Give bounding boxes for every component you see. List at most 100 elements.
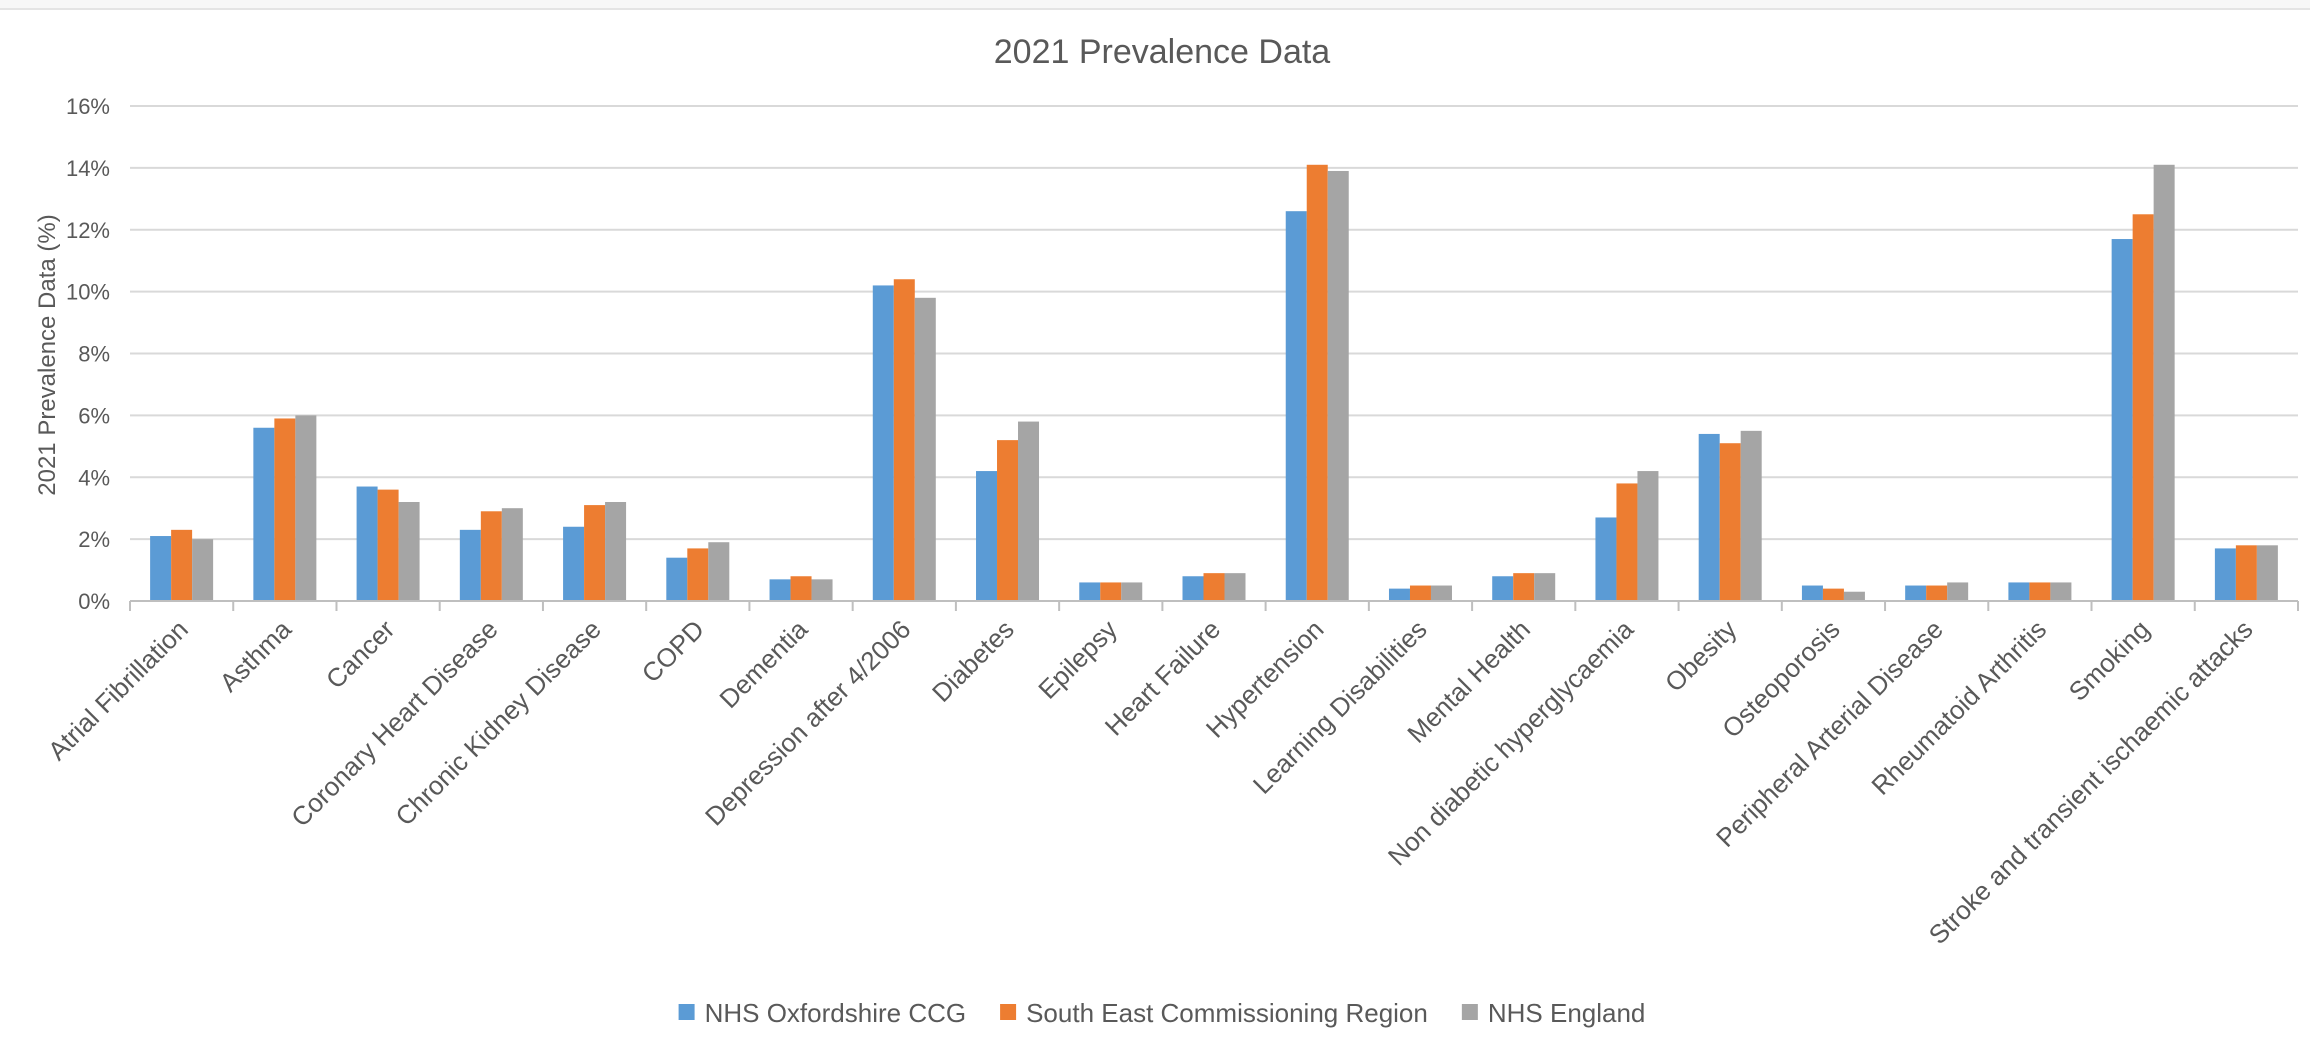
y-tick-label: 8% [78, 342, 110, 367]
bar [2132, 214, 2154, 601]
bar [2235, 545, 2257, 601]
bar [790, 576, 812, 601]
bar [1947, 582, 1969, 601]
bar [1388, 588, 1410, 601]
legend: NHS Oxfordshire CCG South East Commission… [678, 998, 1646, 1028]
window-top-border [0, 0, 2310, 10]
bar [666, 557, 688, 601]
bar [769, 579, 791, 601]
bar [1740, 430, 1762, 601]
x-tick-label: Depression after 4/2006 [699, 614, 916, 831]
x-tick-label: Cancer [320, 614, 401, 695]
bar [687, 548, 709, 601]
legend-swatch [678, 1004, 695, 1020]
y-tick-label: 2% [78, 527, 110, 552]
bar [1595, 517, 1617, 601]
bar [1513, 573, 1535, 601]
legend-swatch [1000, 1004, 1017, 1020]
x-tick-label: Smoking [2063, 614, 2156, 707]
bar [2029, 582, 2051, 601]
bar [1926, 585, 1948, 601]
x-tick-label: Dementia [713, 614, 813, 714]
x-tick-label: Diabetes [926, 614, 1020, 708]
bar [2050, 582, 2072, 601]
x-tick-label: Epilepsy [1032, 614, 1123, 705]
x-axis [129, 600, 2299, 611]
chart-title: 2021 Prevalence Data [994, 33, 1331, 71]
bar [811, 579, 833, 601]
legend-label: NHS Oxfordshire CCG [705, 998, 967, 1028]
bar [480, 511, 502, 601]
bar [192, 539, 214, 601]
x-tick-label: Asthma [214, 614, 298, 698]
bar [893, 279, 915, 601]
bar [1698, 433, 1720, 601]
y-tick-label: 0% [78, 589, 110, 614]
y-tick-label: 14% [66, 156, 110, 181]
x-tick-label: COPD [636, 614, 710, 688]
bar [2153, 164, 2175, 601]
y-tick-label: 4% [78, 465, 110, 490]
bar [1719, 443, 1741, 601]
bar [2256, 545, 2278, 601]
bar [253, 427, 275, 601]
bar [1327, 170, 1349, 601]
bar [1018, 421, 1040, 601]
bar [1285, 211, 1307, 601]
bar [1492, 576, 1514, 601]
gridlines [130, 105, 2298, 541]
bar [150, 536, 172, 601]
legend-swatch [1461, 1004, 1478, 1020]
bar [295, 415, 317, 601]
bar [1637, 471, 1659, 601]
bar [1822, 588, 1844, 601]
y-tick-label: 12% [66, 218, 110, 243]
bar [584, 505, 606, 601]
legend-label: NHS England [1488, 998, 1646, 1028]
bar [1079, 582, 1101, 601]
bars [150, 164, 2278, 601]
bar [1905, 585, 1927, 601]
x-tick-label: Atrial Fibrillation [42, 614, 194, 766]
x-tick-label: Obesity [1659, 614, 1743, 698]
y-axis-ticks: 0% 2% 4% 6% 8% 10% 12% 14% 16% [66, 94, 110, 614]
bar [914, 297, 936, 601]
bar [1534, 573, 1556, 601]
x-tick-label: Coronary Heart Disease [285, 614, 503, 832]
bar [1203, 573, 1225, 601]
bar [1616, 483, 1638, 601]
y-tick-label: 10% [66, 280, 110, 305]
bar [274, 418, 296, 601]
bar [605, 502, 627, 601]
x-tick-label: Learning Disabilities [1247, 614, 1433, 800]
bar [171, 529, 193, 601]
bar [1801, 585, 1823, 601]
bar [2008, 582, 2030, 601]
bar [1430, 585, 1452, 601]
bar [1224, 573, 1246, 601]
bar [356, 486, 378, 601]
legend-label: South East Commissioning Region [1026, 998, 1428, 1028]
bar [1182, 576, 1204, 601]
bar [377, 489, 399, 601]
bar [976, 471, 998, 601]
bar [872, 285, 894, 601]
bar [1100, 582, 1122, 601]
bar [1409, 585, 1431, 601]
bar [398, 502, 420, 601]
y-tick-label: 16% [66, 94, 110, 119]
bar [2111, 239, 2133, 601]
x-axis-labels: Atrial Fibrillation Asthma CancerCoronary … [42, 614, 2259, 950]
bar [1306, 164, 1328, 601]
y-axis-title: 2021 Prevalence Data (%) [34, 214, 61, 495]
bar [997, 440, 1019, 601]
bar [501, 508, 523, 601]
x-tick-label: Rheumatoid Arthritis [1865, 614, 2052, 801]
bar [1843, 591, 1865, 601]
bar [708, 542, 730, 601]
bar [563, 526, 585, 601]
y-tick-label: 6% [78, 403, 110, 428]
bar [459, 529, 481, 601]
bar [1121, 582, 1143, 601]
